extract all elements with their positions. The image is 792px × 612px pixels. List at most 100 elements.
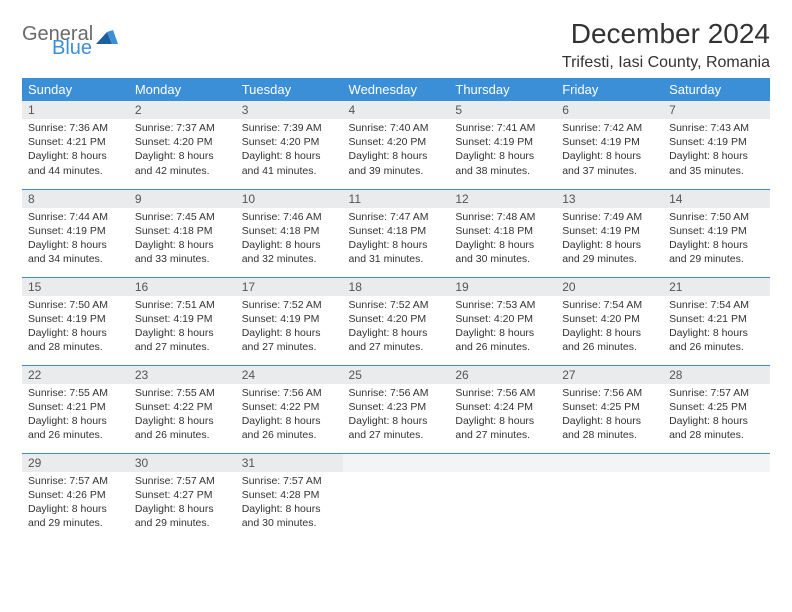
daylight-line: Daylight: 8 hours and 32 minutes. [242,239,321,265]
sunset-line: Sunset: 4:21 PM [28,136,106,148]
daylight-line: Daylight: 8 hours and 26 minutes. [242,415,321,441]
day-details: Sunrise: 7:57 AMSunset: 4:27 PMDaylight:… [129,472,236,535]
day-number: 22 [22,366,129,384]
calendar-cell: 27Sunrise: 7:56 AMSunset: 4:25 PMDayligh… [556,365,663,453]
logo-text-blue: Blue [52,38,118,58]
calendar-cell: 29Sunrise: 7:57 AMSunset: 4:26 PMDayligh… [22,453,129,541]
day-number: 14 [663,190,770,208]
day-details: Sunrise: 7:37 AMSunset: 4:20 PMDaylight:… [129,119,236,182]
calendar-cell: 5Sunrise: 7:41 AMSunset: 4:19 PMDaylight… [449,101,556,189]
sunset-line: Sunset: 4:22 PM [135,401,213,413]
calendar-cell: 8Sunrise: 7:44 AMSunset: 4:19 PMDaylight… [22,189,129,277]
weekday-header: Saturday [663,78,770,101]
sunrise-line: Sunrise: 7:57 AM [28,475,108,487]
daylight-line: Daylight: 8 hours and 44 minutes. [28,150,107,176]
day-details: Sunrise: 7:52 AMSunset: 4:19 PMDaylight:… [236,296,343,359]
sunset-line: Sunset: 4:18 PM [455,225,533,237]
day-details: Sunrise: 7:46 AMSunset: 4:18 PMDaylight:… [236,208,343,271]
calendar-cell: 26Sunrise: 7:56 AMSunset: 4:24 PMDayligh… [449,365,556,453]
calendar-cell: 31Sunrise: 7:57 AMSunset: 4:28 PMDayligh… [236,453,343,541]
day-details: Sunrise: 7:55 AMSunset: 4:22 PMDaylight:… [129,384,236,447]
calendar-cell: 24Sunrise: 7:56 AMSunset: 4:22 PMDayligh… [236,365,343,453]
sunset-line: Sunset: 4:24 PM [455,401,533,413]
day-number: 23 [129,366,236,384]
day-number: 13 [556,190,663,208]
day-details: Sunrise: 7:54 AMSunset: 4:21 PMDaylight:… [663,296,770,359]
sunrise-line: Sunrise: 7:45 AM [135,211,215,223]
calendar-table: Sunday Monday Tuesday Wednesday Thursday… [22,78,770,541]
sunset-line: Sunset: 4:19 PM [455,136,533,148]
day-details: Sunrise: 7:57 AMSunset: 4:25 PMDaylight:… [663,384,770,447]
sunset-line: Sunset: 4:20 PM [349,136,427,148]
sunrise-line: Sunrise: 7:42 AM [562,122,642,134]
sunrise-line: Sunrise: 7:52 AM [242,299,322,311]
sunset-line: Sunset: 4:18 PM [349,225,427,237]
sunset-line: Sunset: 4:20 PM [562,313,640,325]
sunrise-line: Sunrise: 7:53 AM [455,299,535,311]
daylight-line: Daylight: 8 hours and 42 minutes. [135,150,214,176]
day-number: 11 [343,190,450,208]
sunset-line: Sunset: 4:26 PM [28,489,106,501]
weekday-header-row: Sunday Monday Tuesday Wednesday Thursday… [22,78,770,101]
empty-day [449,454,556,472]
weekday-header: Monday [129,78,236,101]
sunrise-line: Sunrise: 7:56 AM [455,387,535,399]
sunrise-line: Sunrise: 7:56 AM [242,387,322,399]
day-details: Sunrise: 7:56 AMSunset: 4:25 PMDaylight:… [556,384,663,447]
empty-day [343,454,450,472]
day-number: 2 [129,101,236,119]
day-number: 26 [449,366,556,384]
calendar-cell [663,453,770,541]
empty-day [556,454,663,472]
day-number: 6 [556,101,663,119]
calendar any-row: 15Sunrise: 7:50 AMSunset: 4:19 PMDayligh… [22,277,770,365]
weekday-header: Wednesday [343,78,450,101]
daylight-line: Daylight: 8 hours and 26 minutes. [669,327,748,353]
daylight-line: Daylight: 8 hours and 27 minutes. [349,327,428,353]
calendar-cell: 9Sunrise: 7:45 AMSunset: 4:18 PMDaylight… [129,189,236,277]
calendar-cell: 18Sunrise: 7:52 AMSunset: 4:20 PMDayligh… [343,277,450,365]
sunset-line: Sunset: 4:19 PM [669,136,747,148]
calendar-cell [449,453,556,541]
calendar-cell: 14Sunrise: 7:50 AMSunset: 4:19 PMDayligh… [663,189,770,277]
sunset-line: Sunset: 4:21 PM [669,313,747,325]
calendar-cell: 10Sunrise: 7:46 AMSunset: 4:18 PMDayligh… [236,189,343,277]
sunset-line: Sunset: 4:23 PM [349,401,427,413]
day-details: Sunrise: 7:57 AMSunset: 4:26 PMDaylight:… [22,472,129,535]
day-details: Sunrise: 7:53 AM Sunset: 4:20 PM Daylight:… [449,296,556,359]
calendar-cell: 20Sunrise: 7:54 AMSunset: 4:20 PMDayligh… [556,277,663,365]
weekday-header: Sunday [22,78,129,101]
sunset-line: Sunset: 4:27 PM [135,489,213,501]
sunset-line: Sunset: 4:20 PM [242,136,320,148]
sunset-line: Sunset: 4:19 PM [242,313,320,325]
calendar-cell: 28Sunrise: 7:57 AMSunset: 4:25 PMDayligh… [663,365,770,453]
daylight-line: Daylight: 8 hours and 26 minutes. [455,327,534,353]
day-details: Sunrise: 7:57 AMSunset: 4:28 PMDaylight:… [236,472,343,535]
day-number: 20 [556,278,663,296]
sunrise-line: Sunrise: 7:55 AM [135,387,215,399]
sunrise-line: Sunrise: 7:57 AM [669,387,749,399]
day-details: Sunrise: 7:45 AMSunset: 4:18 PMDaylight:… [129,208,236,271]
calendar-cell: 30Sunrise: 7:57 AMSunset: 4:27 PMDayligh… [129,453,236,541]
sunrise-line: Sunrise: 7:51 AM [135,299,215,311]
sunset-line: Sunset: 4:20 PM [455,313,533,325]
sunrise-line: Sunrise: 7:55 AM [28,387,108,399]
sunrise-line: Sunrise: 7:44 AM [28,211,108,223]
calendar-cell: 12Sunrise: 7:48 AMSunset: 4:18 PMDayligh… [449,189,556,277]
day-number: 4 [343,101,450,119]
sunrise-line: Sunrise: 7:47 AM [349,211,429,223]
daylight-line: Daylight: 8 hours and 29 minutes. [669,239,748,265]
day-details: Sunrise: 7:50 AMSunset: 4:19 PMDaylight:… [663,208,770,271]
sunset-line: Sunset: 4:19 PM [562,225,640,237]
sunrise-line: Sunrise: 7:56 AM [349,387,429,399]
daylight-line: Daylight: 8 hours and 28 minutes. [669,415,748,441]
calendar-cell [556,453,663,541]
calendar-cell: 4Sunrise: 7:40 AMSunset: 4:20 PMDaylight… [343,101,450,189]
day-details: Sunrise: 7:56 AMSunset: 4:24 PMDaylight:… [449,384,556,447]
daylight-line: Daylight: 8 hours and 39 minutes. [349,150,428,176]
daylight-line: Daylight: 8 hours and 35 minutes. [669,150,748,176]
day-number: 3 [236,101,343,119]
sunset-line: Sunset: 4:20 PM [135,136,213,148]
daylight-line: Daylight: 8 hours and 28 minutes. [562,415,641,441]
day-number: 31 [236,454,343,472]
